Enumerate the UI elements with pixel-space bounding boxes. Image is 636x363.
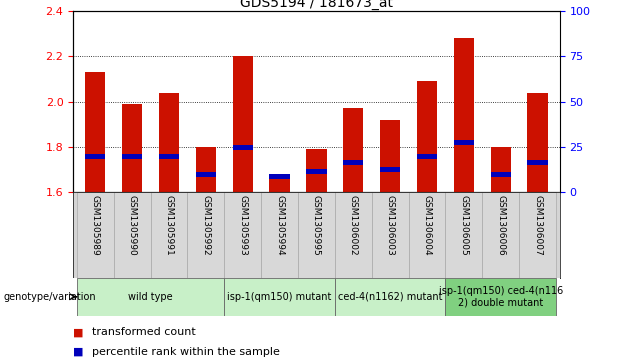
Bar: [527, 93, 548, 192]
Bar: [225, 192, 261, 278]
Bar: [261, 192, 298, 278]
Bar: [77, 278, 225, 316]
Bar: [196, 147, 216, 192]
Bar: [159, 154, 179, 159]
Text: ced-4(n1162) mutant: ced-4(n1162) mutant: [338, 292, 443, 302]
Bar: [519, 192, 556, 278]
Bar: [196, 172, 216, 177]
Bar: [77, 192, 114, 278]
Bar: [445, 192, 482, 278]
Bar: [159, 93, 179, 192]
Text: isp-1(qm150) ced-4(n116
2) double mutant: isp-1(qm150) ced-4(n116 2) double mutant: [439, 286, 563, 307]
Bar: [270, 174, 289, 192]
Text: GSM1305990: GSM1305990: [128, 195, 137, 256]
Text: transformed count: transformed count: [92, 327, 196, 337]
Bar: [482, 192, 519, 278]
Text: percentile rank within the sample: percentile rank within the sample: [92, 347, 280, 357]
Bar: [122, 154, 142, 159]
Bar: [453, 38, 474, 192]
Text: GSM1306005: GSM1306005: [459, 195, 468, 256]
Text: GSM1305992: GSM1305992: [202, 195, 211, 256]
Bar: [343, 160, 363, 166]
Bar: [408, 192, 445, 278]
Text: GSM1306006: GSM1306006: [496, 195, 505, 256]
Bar: [335, 278, 445, 316]
Bar: [335, 192, 371, 278]
Text: GSM1306002: GSM1306002: [349, 195, 358, 256]
Bar: [453, 140, 474, 145]
Bar: [122, 104, 142, 192]
Bar: [85, 154, 106, 159]
Text: GSM1306007: GSM1306007: [533, 195, 542, 256]
Bar: [380, 120, 400, 192]
Bar: [85, 72, 106, 192]
Bar: [490, 172, 511, 177]
Bar: [307, 170, 326, 175]
Bar: [151, 192, 188, 278]
Bar: [298, 192, 335, 278]
Text: GSM1305993: GSM1305993: [238, 195, 247, 256]
Text: GSM1305991: GSM1305991: [165, 195, 174, 256]
Text: ■: ■: [73, 327, 84, 337]
Title: GDS5194 / 181673_at: GDS5194 / 181673_at: [240, 0, 393, 10]
Text: GSM1305995: GSM1305995: [312, 195, 321, 256]
Text: GSM1305994: GSM1305994: [275, 195, 284, 256]
Bar: [114, 192, 151, 278]
Bar: [307, 149, 326, 192]
Bar: [445, 278, 556, 316]
Text: GSM1306003: GSM1306003: [385, 195, 394, 256]
Text: genotype/variation: genotype/variation: [3, 292, 96, 302]
Bar: [188, 192, 225, 278]
Bar: [225, 278, 335, 316]
Bar: [417, 81, 437, 192]
Bar: [343, 109, 363, 192]
Bar: [527, 160, 548, 166]
Text: GSM1305989: GSM1305989: [91, 195, 100, 256]
Bar: [233, 144, 253, 150]
Bar: [270, 174, 289, 179]
Text: wild type: wild type: [128, 292, 173, 302]
Text: ■: ■: [73, 347, 84, 357]
Text: GSM1306004: GSM1306004: [422, 195, 431, 256]
Bar: [490, 147, 511, 192]
Bar: [371, 192, 408, 278]
Bar: [417, 154, 437, 159]
Bar: [233, 56, 253, 192]
Text: isp-1(qm150) mutant: isp-1(qm150) mutant: [227, 292, 332, 302]
Bar: [380, 167, 400, 172]
